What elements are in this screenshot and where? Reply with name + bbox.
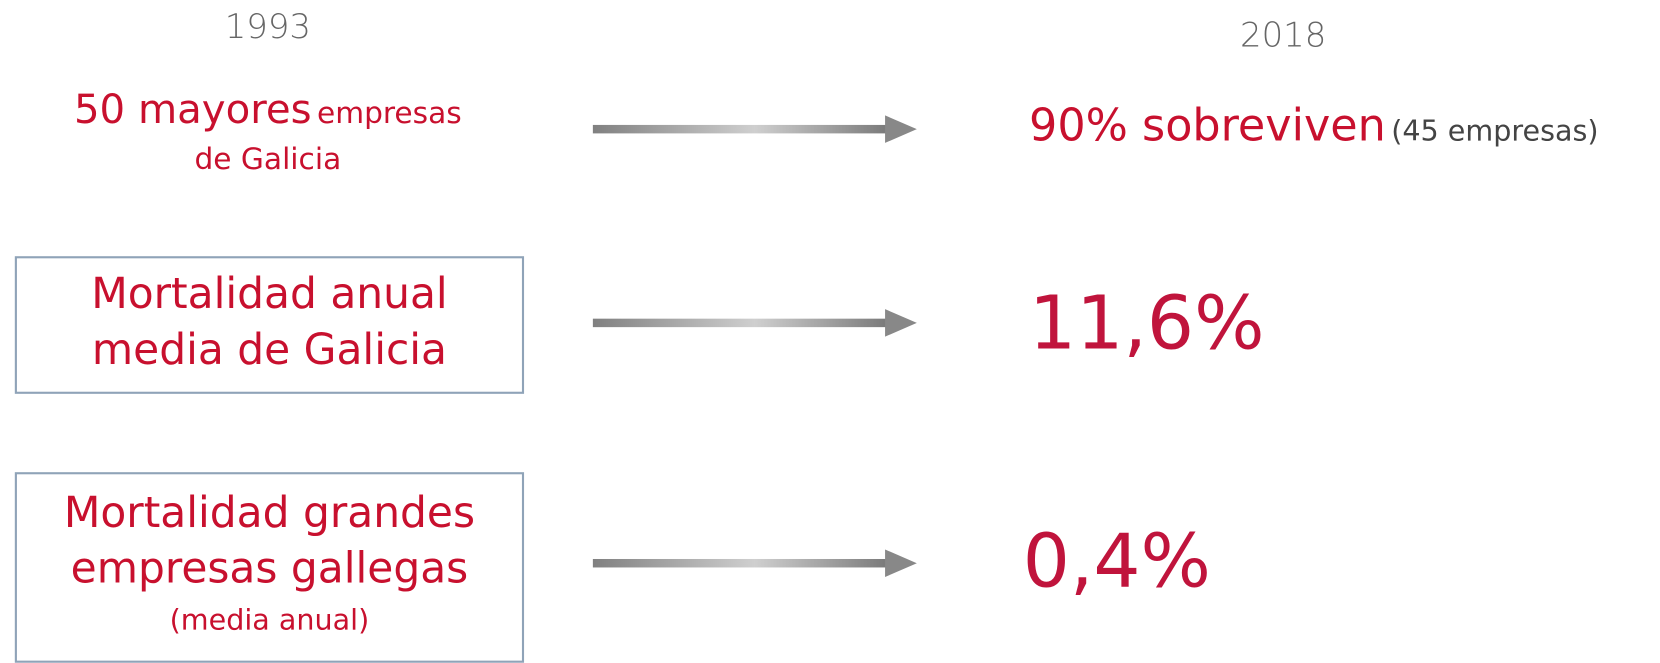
text-line: 50 mayores empresas xyxy=(14,86,522,133)
arrow xyxy=(592,309,917,337)
text-line: Mortalidad grandes xyxy=(63,489,476,538)
arrow xyxy=(592,549,917,577)
text-line: de Galicia xyxy=(194,141,342,177)
header-right: 2018 xyxy=(1240,14,1327,56)
text-line: Mortalidad anual xyxy=(91,269,448,319)
text: empresas xyxy=(316,95,462,131)
row-left-box: Mortalidad grandes empresas gallegas (me… xyxy=(14,472,525,663)
row-right-text: 90% sobreviven (45 empresas) xyxy=(1029,99,1598,151)
text: (45 empresas) xyxy=(1391,114,1599,148)
value-text: 11,6% xyxy=(1029,279,1265,367)
text-line: media de Galicia xyxy=(91,326,447,375)
text: 90% sobreviven xyxy=(1029,98,1386,151)
header-left: 1993 xyxy=(224,6,311,47)
value-text: 0,4% xyxy=(1022,517,1211,605)
text-line: (media anual) xyxy=(169,603,370,637)
row-left-box: Mortalidad anual media de Galicia xyxy=(14,256,525,394)
arrow xyxy=(592,115,917,143)
text-line: empresas gallegas xyxy=(70,544,469,593)
row-left-text: 50 mayores empresas de Galicia xyxy=(14,85,522,191)
text: 50 mayores xyxy=(73,85,312,133)
